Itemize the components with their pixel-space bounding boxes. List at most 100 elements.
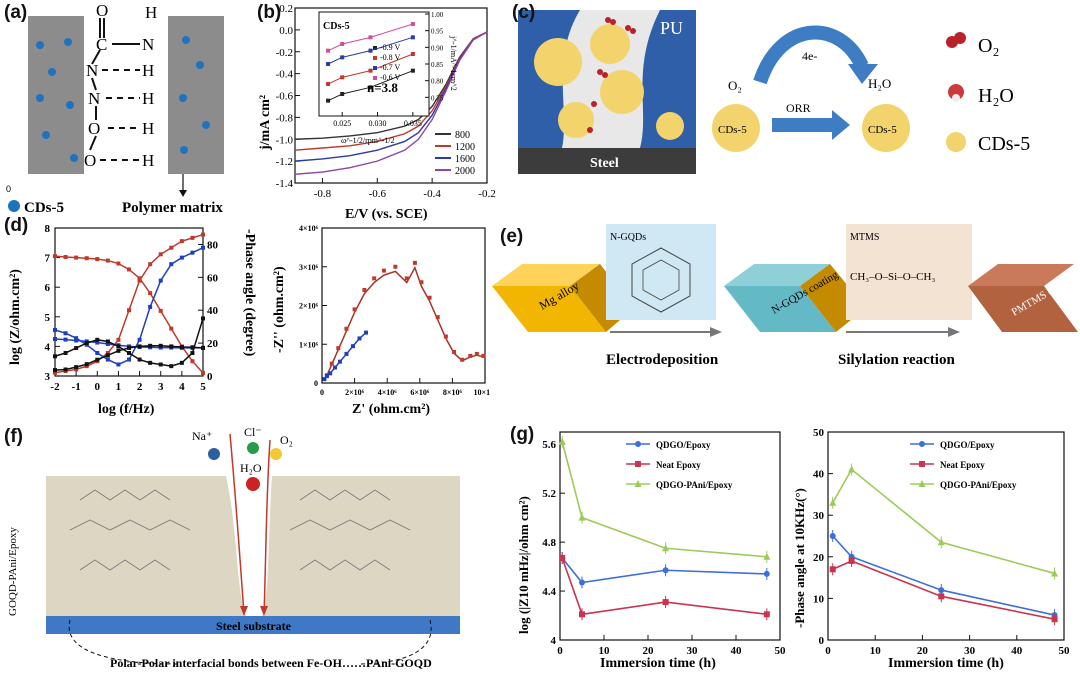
legend-cds: CDs-5 xyxy=(978,133,1030,155)
x-tick-label: 50 xyxy=(775,645,787,657)
inset-legend-mark xyxy=(373,46,377,50)
panel-label-e: (e) xyxy=(500,226,524,247)
h2o-product: H₂O xyxy=(868,76,891,91)
legend-label: Neat Epoxy xyxy=(656,460,701,470)
mtms-formula: CH₃–O–Si–O–CH₃ xyxy=(850,271,935,283)
inset-legend-1: -0.8 V xyxy=(380,53,401,62)
bode-point xyxy=(127,345,131,350)
bode-point xyxy=(105,350,110,355)
bode-point xyxy=(190,235,195,240)
bode-point xyxy=(137,278,142,283)
inset-y-tick-label: 0.75 xyxy=(431,94,444,102)
electron-number: n=3.8 xyxy=(367,80,398,95)
bode-point xyxy=(201,232,205,237)
cl-label: Cl⁻ xyxy=(244,425,262,439)
y-tick-label: -0.4 xyxy=(276,69,294,81)
bode-point xyxy=(105,342,110,347)
nyq-blue-line xyxy=(323,332,367,380)
line-0 xyxy=(832,535,1055,616)
marker-square xyxy=(662,599,669,606)
kl-point xyxy=(368,48,373,53)
legend-label: QDGO-PAni/Epoxy xyxy=(940,480,1017,490)
orr-arrow xyxy=(832,110,850,140)
bode-point xyxy=(116,344,121,349)
na-ion xyxy=(208,448,220,460)
bode-point xyxy=(74,346,79,351)
ngqds-coating-block xyxy=(724,286,836,332)
marker-triangle xyxy=(662,544,670,552)
bode-point xyxy=(95,350,100,355)
nyq-x-tick-label: 10×10⁶ xyxy=(474,388,490,397)
nyq-x-tick-label: 2×10⁶ xyxy=(345,388,365,397)
panel-label-g: (g) xyxy=(510,424,535,445)
x-tick-label: 10 xyxy=(599,645,611,657)
atom-H-3: H xyxy=(142,119,154,138)
h2o-icon xyxy=(948,84,964,100)
nyq-y-tick-label: 3×10⁶ xyxy=(299,263,319,272)
line-1 xyxy=(832,560,1055,620)
polymer-matrix-label: Polymer matrix xyxy=(122,200,223,215)
bode-point xyxy=(53,254,57,259)
bode-point xyxy=(179,360,184,365)
bode-point xyxy=(148,291,153,296)
inset-x-tick-label: 0.035 xyxy=(404,119,422,128)
nyq-point-red xyxy=(352,307,357,312)
atom-N-1: N xyxy=(86,61,98,80)
o2-label: O₂ xyxy=(280,433,293,447)
bode-x-tick-label: 0 xyxy=(95,381,101,393)
panel-c: (c) PU Steel 4e- ORR O₂ H₂O CDs-5 CDs-5 … xyxy=(510,0,1080,200)
bode-point xyxy=(148,304,153,309)
nyq-point-red xyxy=(344,326,349,331)
bode-point xyxy=(190,345,195,350)
inset-legend-2: -0.7 V xyxy=(380,63,401,72)
marker-circle xyxy=(829,533,836,539)
bode-x-tick-label: 3 xyxy=(158,381,164,393)
legend-label: Neat Epoxy xyxy=(940,460,985,470)
lsv-curve-2000 xyxy=(294,31,488,175)
bode-point xyxy=(148,360,153,365)
kl-point xyxy=(340,42,345,46)
bode-x-tick-label: 5 xyxy=(200,381,206,393)
y-tick-label: 4.4 xyxy=(542,586,556,598)
bode-yr-tick-label: 0 xyxy=(207,371,213,383)
kl-inset-frame xyxy=(318,11,430,117)
ngqds-structure-box xyxy=(606,224,716,320)
nyq-point-red xyxy=(372,276,377,281)
nyq-point-red xyxy=(393,264,398,269)
cds-left xyxy=(712,104,760,152)
bode-point xyxy=(137,357,142,362)
lsv-chart: -1.4 -1.2 -1.0 -0.8 -0.6 -0.4 -0.2 0.0 0.2 -0.8 -… xyxy=(258,3,496,222)
cds-particle xyxy=(534,38,582,86)
kl-point xyxy=(340,92,345,96)
y-tick-label: -1.4 xyxy=(276,178,294,190)
cds-particle xyxy=(590,24,630,64)
bode-point xyxy=(201,245,205,250)
4e-arrow xyxy=(753,25,869,85)
bode-point xyxy=(169,364,174,369)
inset-title: CDs-5 xyxy=(323,21,350,32)
panel-label-a: (a) xyxy=(4,2,28,23)
x-tick-label: 0 xyxy=(557,645,563,657)
y-tick-label: 5.2 xyxy=(542,488,556,500)
nyq-point-red xyxy=(381,268,386,273)
bode-x-tick-label: 4 xyxy=(179,381,185,393)
marker-square xyxy=(938,593,945,600)
atom-H-top: H xyxy=(145,3,157,22)
y-tick-label: 0.0 xyxy=(279,25,293,37)
y-tick-label: 20 xyxy=(813,552,825,564)
kl-point xyxy=(368,35,373,40)
atom-N-top: N xyxy=(142,35,154,54)
kl-line-1 xyxy=(327,53,414,85)
bode-point xyxy=(105,357,110,362)
bode-y-tick-label: 3 xyxy=(45,371,51,383)
bode-y-tick-label: 5 xyxy=(45,312,51,324)
legend-label: QDGO-PAni/Epoxy xyxy=(656,480,733,490)
legend-marker xyxy=(635,461,641,467)
bode-point xyxy=(158,278,163,283)
legend-marker xyxy=(919,441,925,447)
nyq-y-tick-label: 0 xyxy=(314,379,318,388)
left-coating xyxy=(46,476,246,616)
marker-triangle xyxy=(763,552,771,560)
nyq-point-red xyxy=(460,357,465,362)
x-tick-label: 0 xyxy=(825,645,831,657)
